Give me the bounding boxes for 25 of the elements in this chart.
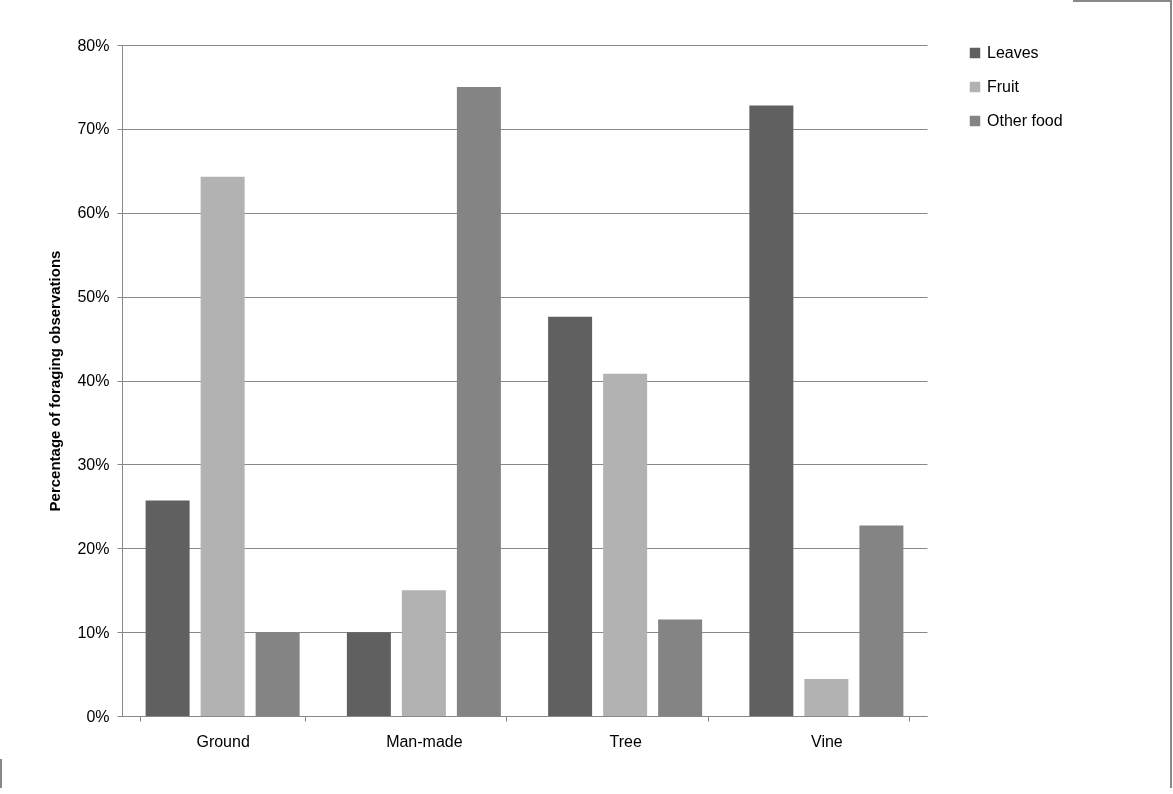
x-tick-label: Tree [609, 732, 642, 750]
x-tick-label: Ground [196, 732, 250, 750]
y-tick-label: 20% [77, 539, 110, 557]
legend-label: Other food [987, 112, 1063, 129]
y-tick-label: 70% [77, 120, 110, 138]
bar [401, 590, 446, 716]
y-tick-label: 50% [77, 288, 110, 306]
legend-label: Fruit [987, 78, 1020, 95]
bar [749, 105, 794, 716]
y-tick-label: 0% [86, 707, 110, 725]
x-tick-label: Vine [811, 732, 843, 750]
bar [145, 500, 190, 716]
y-tick-label: 60% [77, 204, 110, 222]
y-axis-title: Percentage of foraging observations [46, 250, 64, 512]
x-tick-label: Man-made [386, 732, 463, 750]
legend-label: Leaves [987, 44, 1039, 61]
y-tick-label: 80% [77, 36, 110, 54]
bar [548, 316, 593, 716]
y-tick-label: 30% [77, 455, 110, 473]
bar [346, 632, 391, 716]
bar [603, 373, 648, 716]
bar [804, 679, 849, 716]
y-tick-label: 10% [77, 623, 110, 641]
y-tick-label: 40% [77, 372, 110, 389]
bar [200, 176, 245, 716]
